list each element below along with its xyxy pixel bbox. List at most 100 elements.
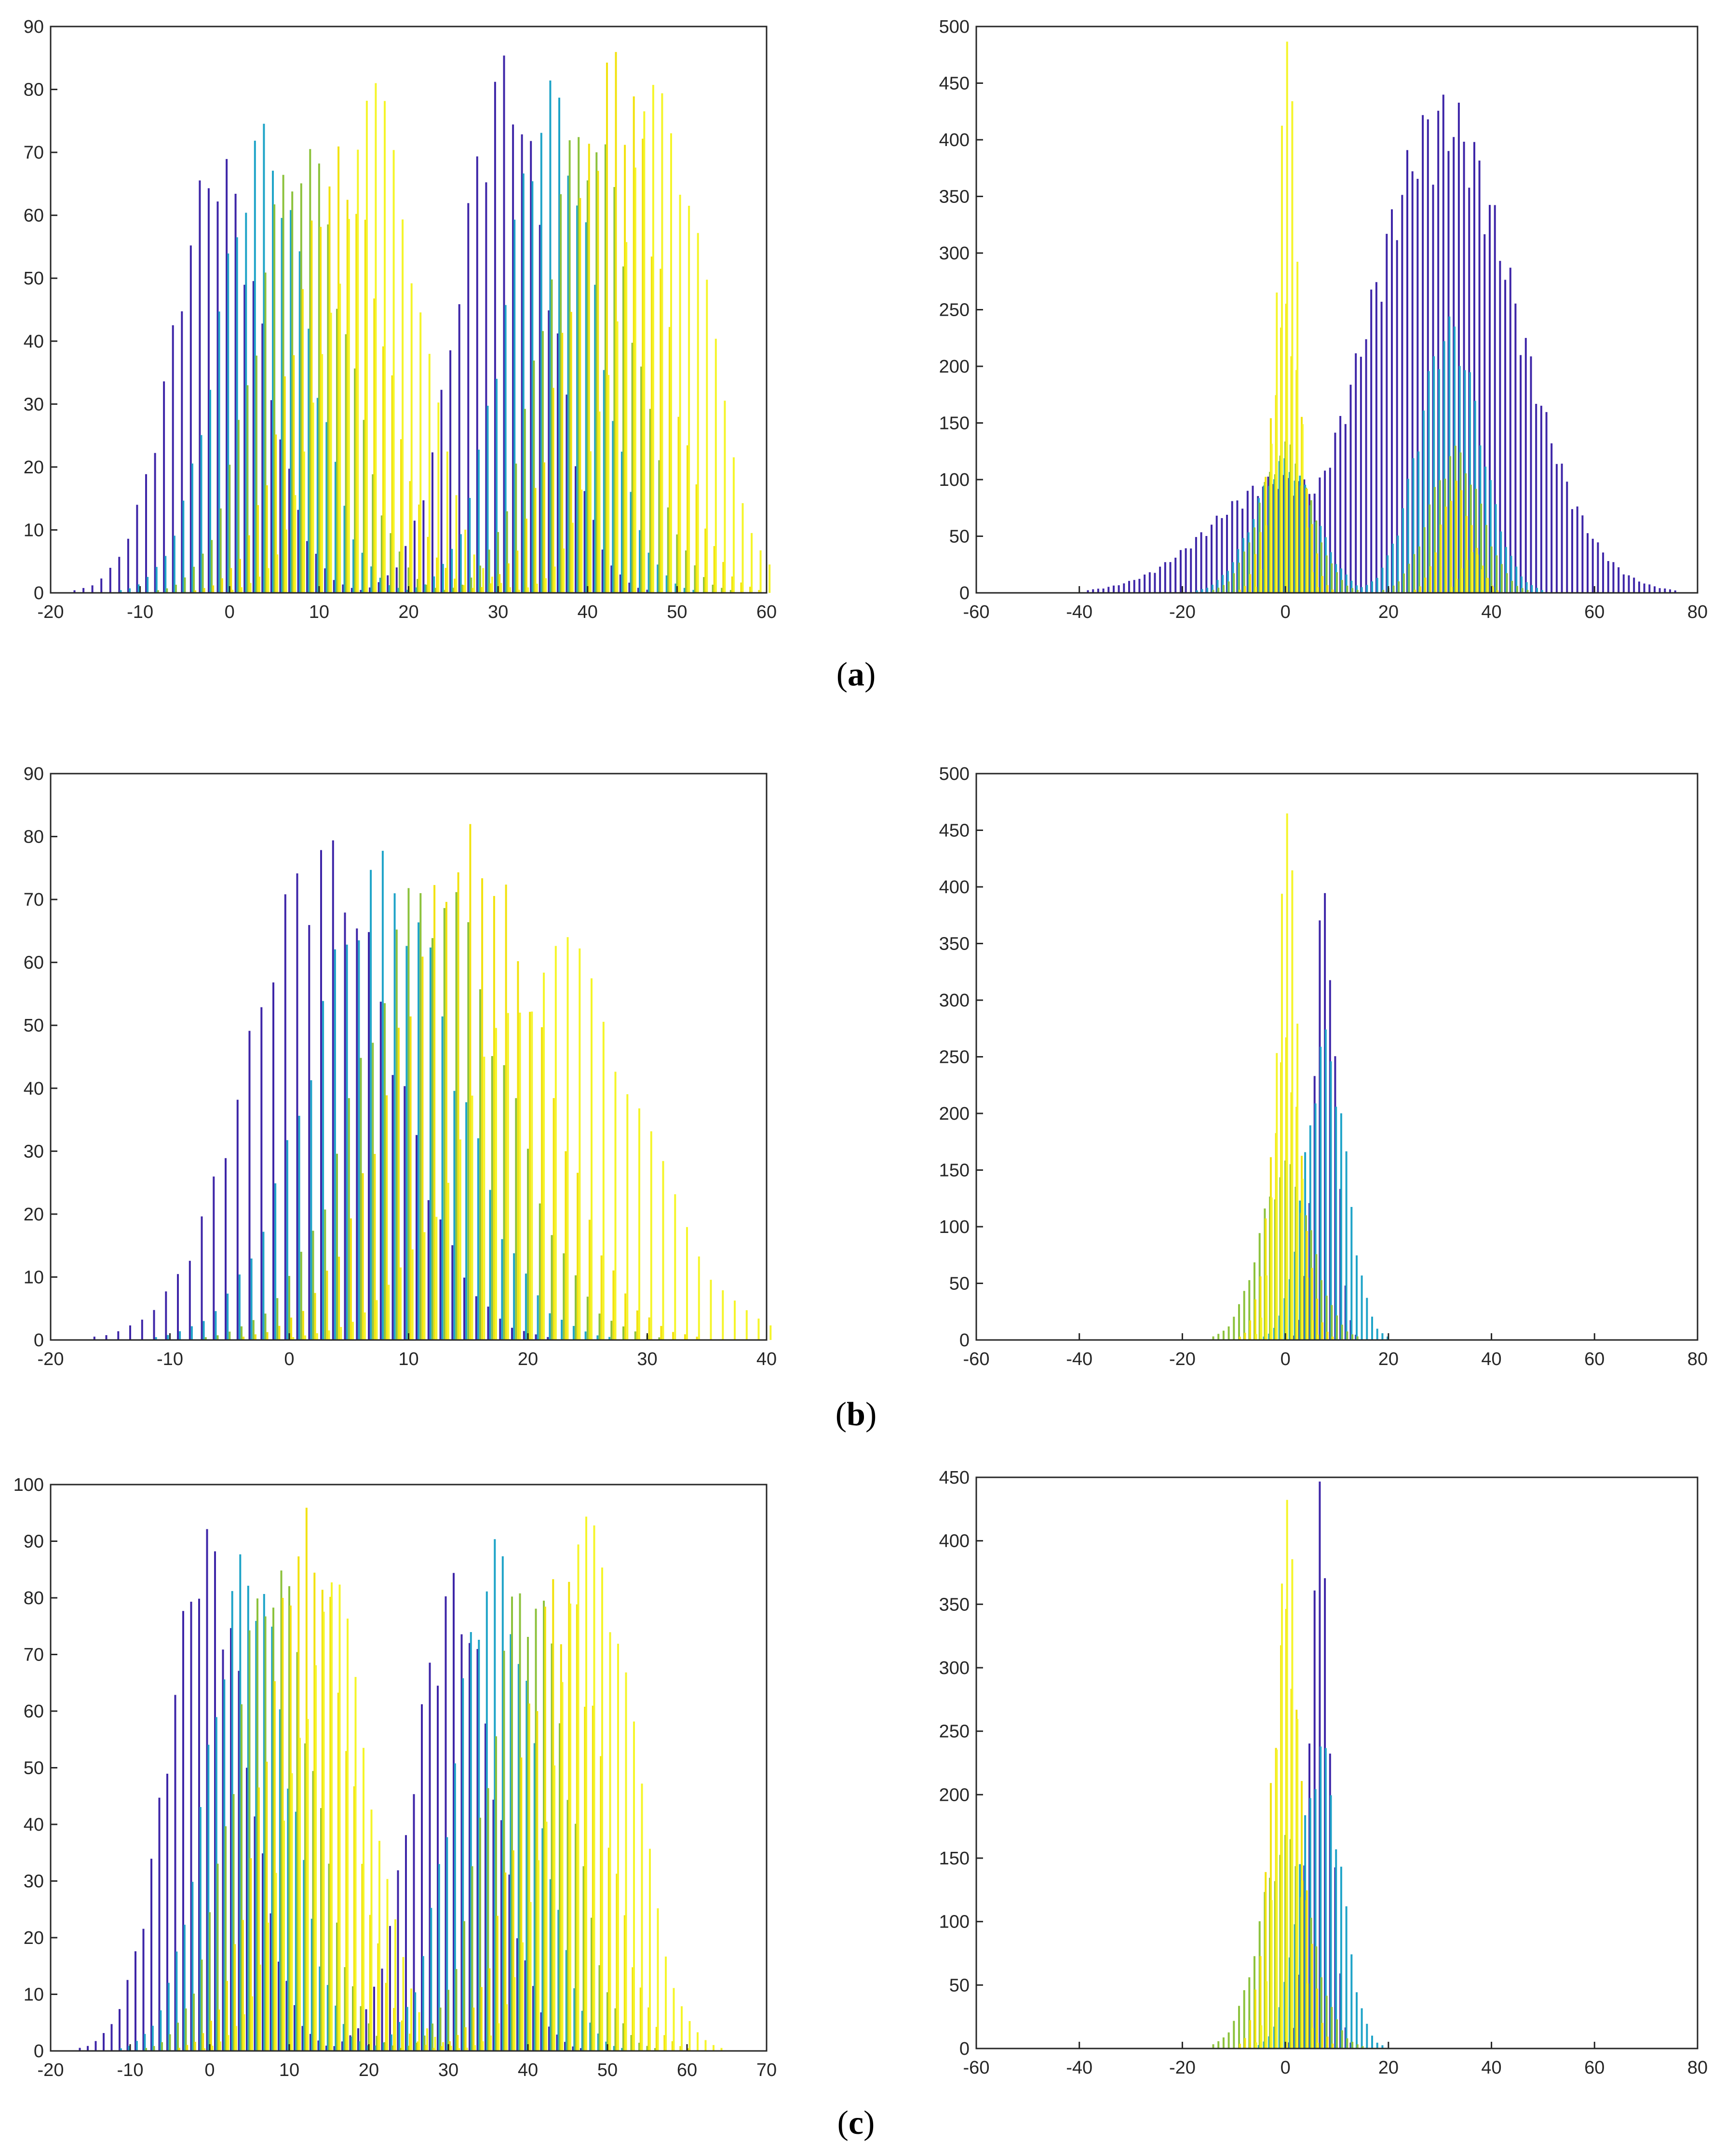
- x-tick-label: -20: [38, 602, 64, 622]
- series-2: [155, 851, 611, 1340]
- x-tick-label: 30: [488, 602, 508, 622]
- y-tick-label: 400: [939, 877, 970, 897]
- y-tick-label: 50: [949, 1274, 970, 1294]
- chart-panel-a-left: -20 -10 0 10 20 30 40 50 60 0 10 20 30 40 50 60 70 80 90: [0, 14, 781, 636]
- y-tick-label: 10: [24, 1267, 44, 1287]
- y-tick-label: 70: [24, 890, 44, 910]
- y-tick-label: 150: [939, 414, 970, 434]
- series-5: [1255, 1500, 1319, 2049]
- chart-panel-b-right: -60 -40 -20 0 20 40 60 80 0 50 100 150 200 250 300 350 4…: [926, 762, 1712, 1383]
- y-tick-label: 500: [939, 764, 970, 784]
- x-tick-label: 0: [1281, 1349, 1291, 1369]
- x-tick-label: -10: [117, 2060, 144, 2080]
- y-tick-label: 50: [949, 527, 970, 547]
- chart-a-right: -60 -40 -20 0 20 40 60 80 0 50 100 150 200 250 300 350 4…: [939, 17, 1708, 622]
- y-tick-label: 100: [939, 1217, 970, 1237]
- y-tick-label: 350: [939, 187, 970, 207]
- y-tick-label: 20: [24, 1205, 44, 1225]
- caption-a-label: a: [848, 656, 864, 693]
- x-tick-label: -20: [1169, 2058, 1196, 2078]
- y-tick-label: 50: [24, 268, 44, 289]
- y-tick-label: 70: [24, 143, 44, 163]
- x-tick-label: -10: [127, 602, 153, 622]
- y-tick-label: 0: [959, 2039, 970, 2059]
- y-tick-label: 450: [939, 821, 970, 841]
- chart-panel-c-left: -20 -10 0 10 20 30 40 50 60 70 0 10 20 30 40 50 60 70 80 90…: [0, 1473, 781, 2094]
- x-tick-label: 0: [204, 2060, 215, 2080]
- y-tick-label: 400: [939, 130, 970, 150]
- plot-frame: [50, 1484, 768, 2052]
- y-tick-label: 30: [24, 394, 44, 415]
- x-tick-label: 10: [398, 1349, 418, 1369]
- y-tick-label: 250: [939, 300, 970, 321]
- c-left-bars: [79, 1508, 723, 2051]
- x-tick-label: 20: [398, 602, 418, 622]
- y-tick-label: 300: [939, 991, 970, 1011]
- y-tick-label: 50: [24, 1758, 44, 1779]
- b-right-bars: [1212, 813, 1389, 1340]
- x-tick-label: 70: [756, 2060, 777, 2080]
- y-tick-label: 200: [939, 1104, 970, 1124]
- x-tick-label: 10: [309, 602, 329, 622]
- y-tick-label: 350: [939, 1594, 970, 1615]
- x-tick-label: 20: [518, 1349, 538, 1369]
- x-tick-label: 10: [279, 2060, 299, 2080]
- y-tick-label: 30: [24, 1872, 44, 1892]
- y-tick-label: 200: [939, 357, 970, 377]
- series-1: [93, 840, 549, 1340]
- x-tick-label: 60: [1584, 2058, 1604, 2078]
- x-tick-label: -20: [1169, 602, 1196, 622]
- plot-frame: [975, 1476, 1699, 2049]
- x-tick-label: 60: [756, 602, 777, 622]
- y-tick-label: 100: [13, 1475, 44, 1495]
- chart-panel-b-left: -20 -10 0 10 20 30 40 0 10 20 30 40 50 60 70 80 90: [0, 762, 781, 1383]
- y-tick-label: 80: [24, 827, 44, 847]
- y-tick-label: 60: [24, 206, 44, 226]
- y-tick-label: 250: [939, 1722, 970, 1742]
- x-tick-label: -40: [1066, 2058, 1092, 2078]
- x-tick-label: 50: [667, 602, 687, 622]
- caption-c: (c): [837, 2104, 875, 2142]
- x-tick-label: -40: [1066, 1349, 1092, 1369]
- chart-panel-a-right: -60 -40 -20 0 20 40 60 80 0 50 100 150 200 250 300 350 4…: [926, 14, 1712, 636]
- b-left-bars: [93, 824, 772, 1340]
- y-tick-label: 60: [24, 1701, 44, 1722]
- caption-b: (b): [835, 1396, 877, 1433]
- x-tick-label: 80: [1687, 2058, 1708, 2078]
- x-tick-label: -10: [157, 1349, 183, 1369]
- x-tick-label: 80: [1687, 1349, 1708, 1369]
- y-tick-label: 350: [939, 934, 970, 954]
- x-tick-label: 30: [438, 2060, 458, 2080]
- series-4: [178, 1508, 689, 2051]
- series-4: [194, 52, 760, 593]
- x-tick-label: 60: [1584, 602, 1604, 622]
- chart-b-left: -20 -10 0 10 20 30 40 0 10 20 30 40 50 60 70 80 90: [24, 764, 777, 1369]
- series-1: [79, 1529, 582, 2051]
- caption-a: (a): [836, 656, 876, 693]
- y-tick-label: 80: [24, 1588, 44, 1608]
- y-tick-label: 70: [24, 1645, 44, 1665]
- series-2: [120, 1539, 623, 2051]
- x-tick-label: 20: [1378, 1349, 1399, 1369]
- series-5: [292, 937, 772, 1340]
- y-tick-label: 40: [24, 332, 44, 352]
- series-1: [73, 55, 648, 593]
- x-tick-label: -60: [963, 602, 990, 622]
- series-5: [231, 83, 771, 593]
- y-tick-label: 10: [24, 520, 44, 540]
- y-tick-label: 100: [939, 1912, 970, 1932]
- y-tick-label: 90: [24, 764, 44, 784]
- x-tick-label: 40: [1481, 1349, 1501, 1369]
- x-tick-label: 80: [1687, 602, 1708, 622]
- y-tick-label: 90: [24, 1532, 44, 1552]
- y-tick-label: 0: [34, 1330, 44, 1351]
- y-tick-label: 450: [939, 74, 970, 94]
- series-5: [1255, 41, 1495, 593]
- y-tick-label: 150: [939, 1161, 970, 1181]
- y-tick-label: 0: [959, 1330, 970, 1351]
- plot-frame: [975, 26, 1699, 594]
- y-tick-label: 0: [34, 2041, 44, 2062]
- caption-c-label: c: [848, 2104, 864, 2142]
- a-left-bars: [73, 52, 771, 593]
- x-tick-label: 0: [284, 1349, 294, 1369]
